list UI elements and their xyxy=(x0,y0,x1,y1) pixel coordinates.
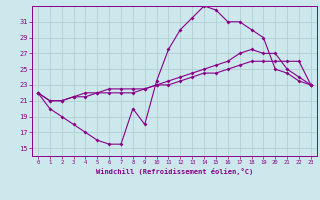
X-axis label: Windchill (Refroidissement éolien,°C): Windchill (Refroidissement éolien,°C) xyxy=(96,168,253,175)
